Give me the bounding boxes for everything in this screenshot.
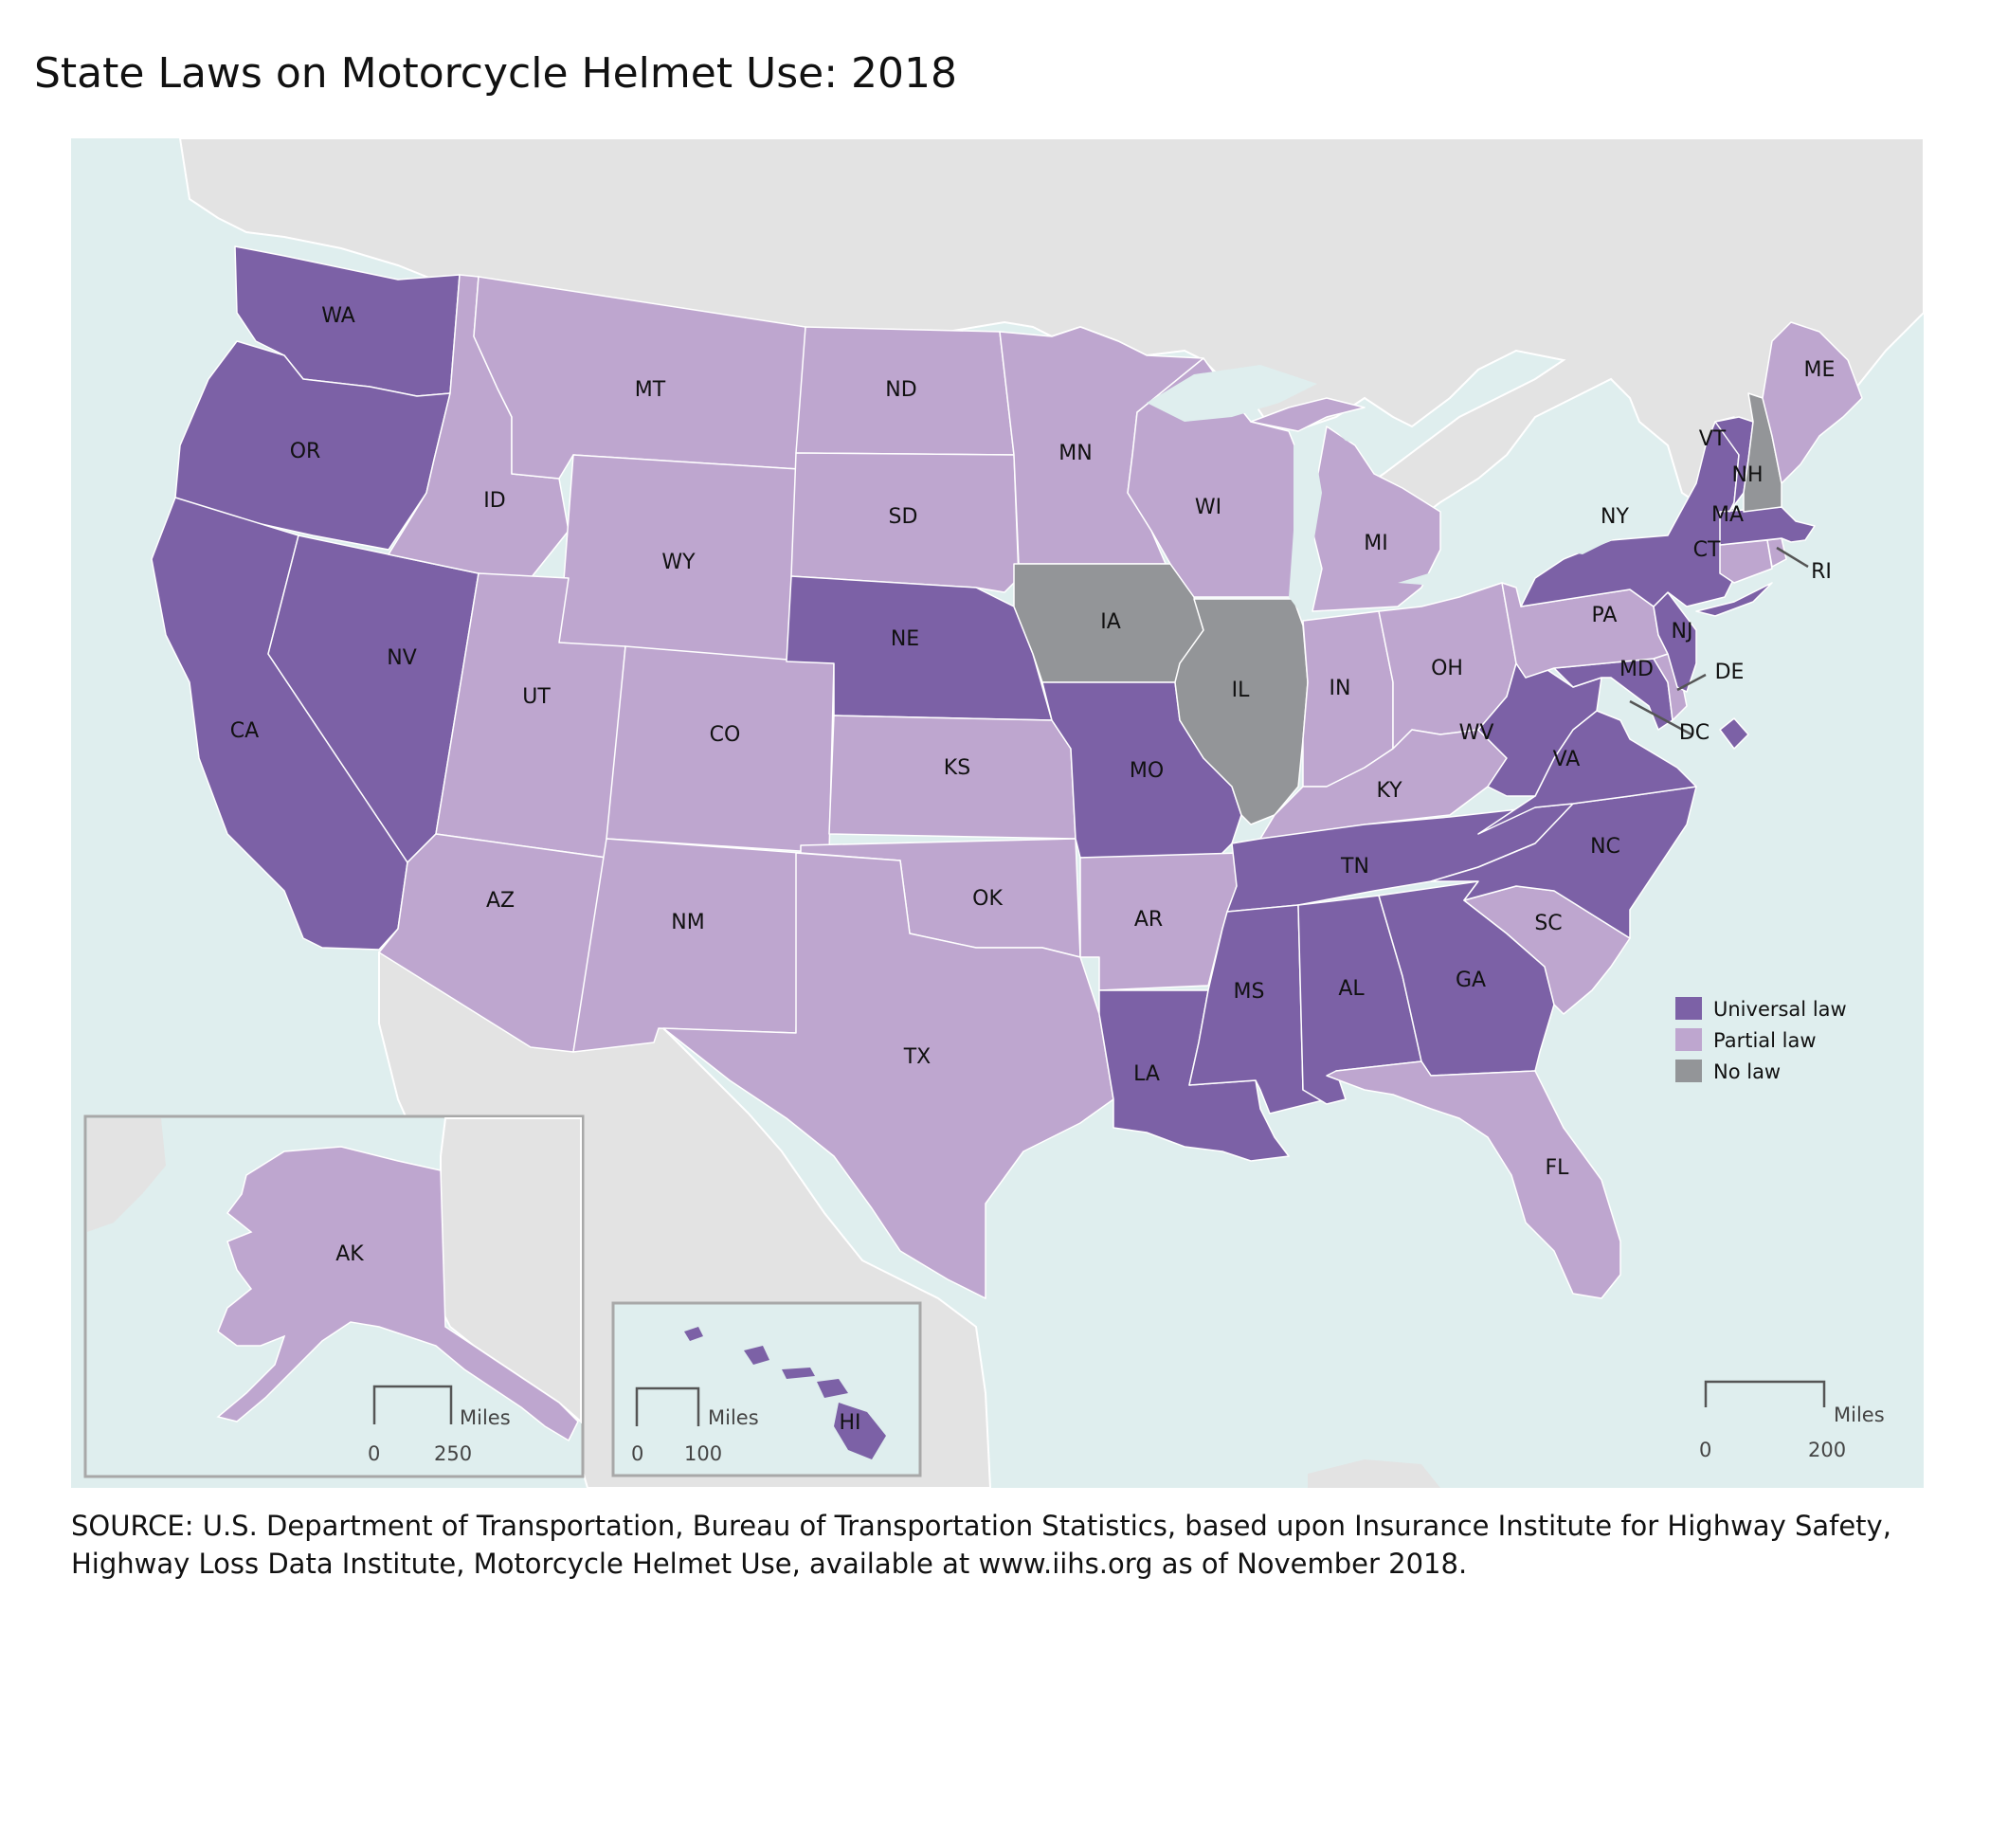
scale-bar-main-start: 0	[1699, 1439, 1711, 1461]
state-label-CT: CT	[1693, 538, 1721, 562]
state-label-DE: DE	[1715, 661, 1745, 684]
state-label-TX: TX	[903, 1045, 932, 1069]
state-label-FL: FL	[1546, 1156, 1570, 1180]
state-label-KY: KY	[1376, 779, 1402, 803]
state-NJ[interactable]	[1653, 591, 1697, 693]
scale-bar-hawaii-start: 0	[631, 1442, 643, 1465]
state-label-OR: OR	[290, 440, 321, 463]
state-label-MT: MT	[635, 378, 666, 402]
scale-bar-hawaii	[635, 1386, 700, 1426]
state-FL[interactable]	[1326, 1060, 1621, 1299]
state-label-AR: AR	[1134, 908, 1163, 932]
scale-bar-main	[1704, 1380, 1826, 1407]
state-TX[interactable]	[662, 852, 1114, 1299]
state-label-NY: NY	[1601, 505, 1629, 529]
legend-swatch-none	[1675, 1060, 1702, 1082]
page-title: State Laws on Motorcycle Helmet Use: 201…	[34, 49, 958, 98]
scale-bar-alaska-start: 0	[368, 1442, 380, 1465]
state-label-AK: AK	[335, 1242, 364, 1266]
state-label-LA: LA	[1133, 1062, 1160, 1086]
state-label-SC: SC	[1534, 912, 1562, 935]
state-label-NC: NC	[1590, 835, 1620, 859]
state-label-MD: MD	[1619, 658, 1654, 681]
great-lakes	[1147, 365, 1620, 616]
scale-bar-hawaii-end: 100	[684, 1442, 722, 1465]
state-label-NJ: NJ	[1672, 620, 1693, 643]
state-label-IA: IA	[1100, 610, 1121, 634]
state-ME[interactable]	[1762, 321, 1863, 484]
state-label-VA: VA	[1553, 748, 1581, 771]
state-label-NM: NM	[671, 911, 704, 934]
state-label-ND: ND	[885, 378, 916, 402]
state-label-KS: KS	[944, 756, 970, 780]
state-label-NH: NH	[1732, 463, 1764, 487]
state-label-VT: VT	[1699, 427, 1727, 451]
legend-label-none: No law	[1713, 1060, 1781, 1083]
hawaii-oahu[interactable]	[744, 1346, 769, 1365]
hawaii-kauai[interactable]	[684, 1327, 703, 1341]
alaska-inset	[83, 1114, 585, 1478]
state-label-UT: UT	[522, 685, 551, 709]
state-label-WY: WY	[661, 551, 696, 574]
scale-bar-hawaii-unit: Miles	[708, 1406, 759, 1429]
state-label-WI: WI	[1195, 496, 1221, 519]
state-label-HI: HI	[839, 1411, 860, 1435]
state-label-MN: MN	[1058, 442, 1092, 465]
legend-swatch-universal	[1675, 997, 1702, 1020]
alaska-russia-land	[87, 1118, 166, 1232]
legend-label-universal: Universal law	[1713, 998, 1847, 1021]
legend: Universal law Partial law No law	[1675, 997, 1847, 1083]
state-label-WV: WV	[1459, 721, 1494, 745]
state-label-SD: SD	[889, 505, 918, 529]
state-label-CO: CO	[710, 723, 741, 747]
state-label-NE: NE	[891, 627, 919, 651]
state-NM[interactable]	[572, 838, 802, 1053]
state-labels: WA OR CA NV ID MT WY UT AZ CO NM ND SD NE KS OK TX MN IA MO…	[230, 304, 1836, 1435]
state-label-MI: MI	[1364, 532, 1387, 555]
state-label-AL: AL	[1338, 977, 1365, 1001]
state-label-WA: WA	[321, 304, 355, 328]
hawaii-molokai[interactable]	[782, 1368, 815, 1379]
state-AK[interactable]	[216, 1146, 579, 1442]
state-label-DC: DC	[1679, 721, 1710, 745]
state-label-GA: GA	[1456, 969, 1486, 992]
source-note: SOURCE: U.S. Department of Transportatio…	[71, 1510, 1891, 1580]
state-label-IN: IN	[1330, 677, 1351, 700]
state-CO[interactable]	[606, 645, 835, 854]
state-label-PA: PA	[1592, 604, 1618, 627]
legend-label-partial: Partial law	[1713, 1029, 1817, 1052]
cuba-land	[1308, 1459, 1440, 1488]
scale-bar-alaska-unit: Miles	[460, 1406, 511, 1429]
hawaii-maui[interactable]	[817, 1379, 848, 1398]
callout-lines	[1629, 546, 1809, 736]
state-label-ID: ID	[483, 489, 505, 513]
scale-bar-main-end: 200	[1808, 1439, 1846, 1461]
state-label-OH: OH	[1431, 657, 1463, 680]
state-label-IL: IL	[1232, 679, 1250, 702]
state-label-MA: MA	[1711, 503, 1744, 527]
state-label-RI: RI	[1811, 560, 1832, 584]
state-label-OK: OK	[972, 887, 1003, 911]
state-label-MS: MS	[1234, 980, 1265, 1004]
scale-bar-main-unit: Miles	[1834, 1404, 1885, 1426]
state-label-CA: CA	[230, 719, 259, 743]
hawaii-big-island[interactable]	[834, 1403, 886, 1459]
state-label-NV: NV	[387, 646, 417, 670]
state-DC[interactable]	[1719, 717, 1749, 750]
state-label-ME: ME	[1804, 358, 1836, 382]
legend-swatch-partial	[1675, 1028, 1702, 1051]
state-label-MO: MO	[1130, 759, 1164, 783]
state-label-AZ: AZ	[486, 889, 515, 913]
state-label-TN: TN	[1340, 855, 1369, 879]
scale-bar-alaska-end: 250	[434, 1442, 472, 1465]
state-MA[interactable]	[1719, 506, 1816, 546]
state-NC[interactable]	[1430, 786, 1697, 939]
scale-bar-alaska	[372, 1385, 453, 1424]
